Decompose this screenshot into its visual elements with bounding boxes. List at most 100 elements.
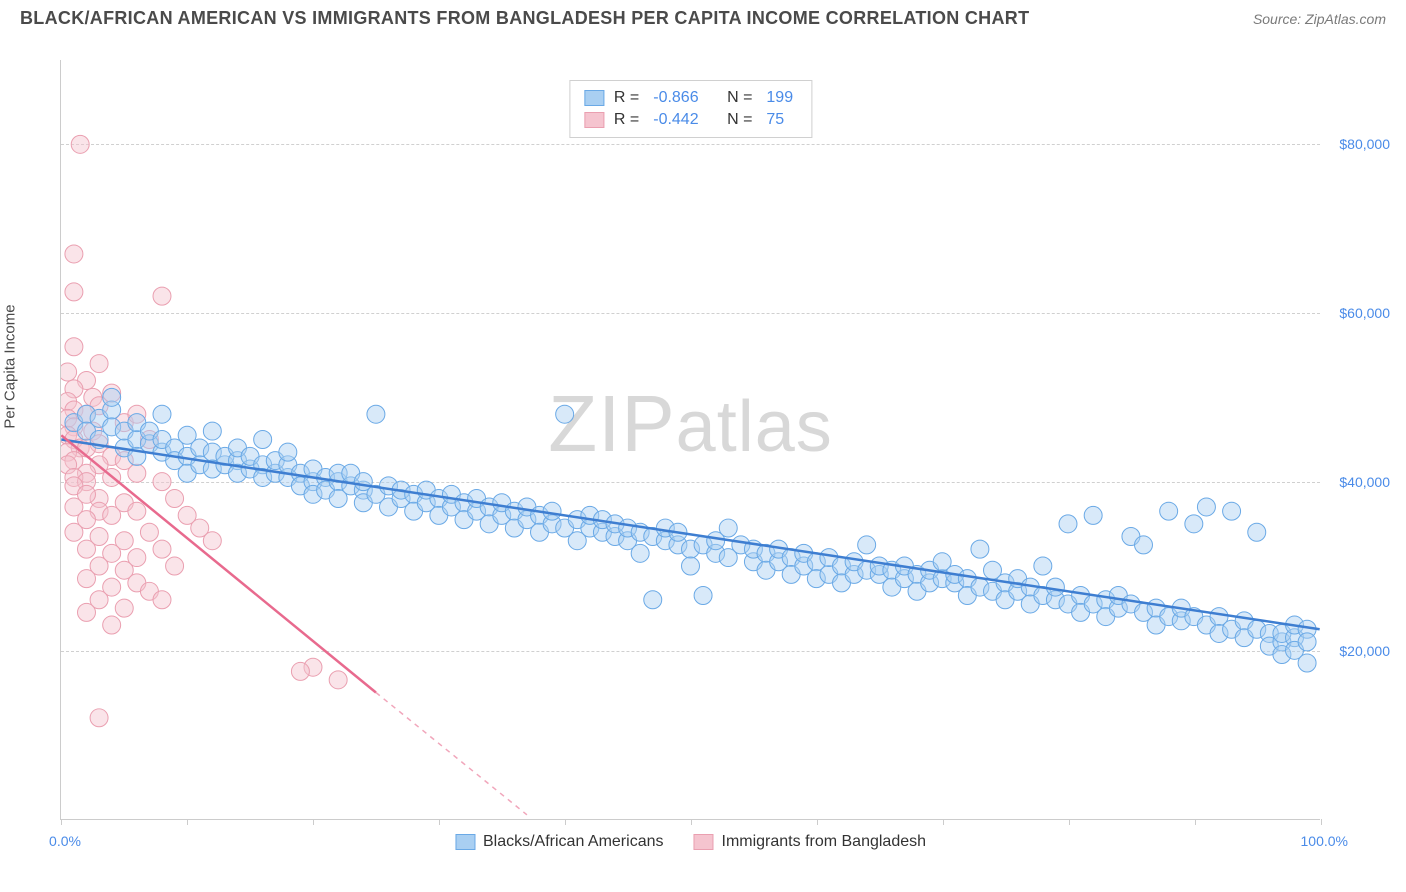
scatter-point bbox=[90, 709, 108, 727]
n-label: N = bbox=[727, 111, 752, 129]
stats-row-pink: R = -0.442 N = 75 bbox=[584, 109, 797, 131]
scatter-point bbox=[153, 591, 171, 609]
stats-row-blue: R = -0.866 N = 199 bbox=[584, 87, 797, 109]
scatter-point bbox=[71, 135, 89, 153]
y-axis-label: Per Capita Income bbox=[2, 304, 19, 428]
scatter-point bbox=[1298, 633, 1316, 651]
bottom-legend: Blacks/African Americans Immigrants from… bbox=[455, 833, 926, 851]
x-tick bbox=[1195, 819, 1196, 825]
scatter-point bbox=[254, 431, 272, 449]
scatter-point bbox=[153, 540, 171, 558]
scatter-point bbox=[1084, 506, 1102, 524]
scatter-point bbox=[1059, 515, 1077, 533]
x-tick bbox=[61, 819, 62, 825]
scatter-point bbox=[1197, 498, 1215, 516]
scatter-point bbox=[1160, 502, 1178, 520]
scatter-point bbox=[1248, 523, 1266, 541]
x-tick bbox=[439, 819, 440, 825]
scatter-point bbox=[90, 355, 108, 373]
scatter-point bbox=[65, 245, 83, 263]
source-name: ZipAtlas.com bbox=[1305, 11, 1386, 27]
n-value-pink: 75 bbox=[766, 111, 784, 129]
x-tick-label-right: 100.0% bbox=[1301, 833, 1348, 849]
n-value-blue: 199 bbox=[766, 89, 793, 107]
chart-title: BLACK/AFRICAN AMERICAN VS IMMIGRANTS FRO… bbox=[20, 8, 1029, 29]
source-label: Source: ZipAtlas.com bbox=[1253, 11, 1386, 27]
scatter-point bbox=[61, 363, 77, 381]
r-label: R = bbox=[614, 111, 639, 129]
scatter-point bbox=[153, 473, 171, 491]
scatter-point bbox=[367, 405, 385, 423]
r-value-pink: -0.442 bbox=[653, 111, 698, 129]
legend-item-pink: Immigrants from Bangladesh bbox=[693, 833, 926, 851]
scatter-point bbox=[153, 287, 171, 305]
x-tick bbox=[691, 819, 692, 825]
y-tick-label: $20,000 bbox=[1330, 643, 1390, 659]
scatter-point bbox=[329, 671, 347, 689]
y-tick-label: $60,000 bbox=[1330, 305, 1390, 321]
x-tick-label-left: 0.0% bbox=[49, 833, 81, 849]
scatter-point bbox=[128, 464, 146, 482]
scatter-point bbox=[1135, 536, 1153, 554]
scatter-point bbox=[858, 536, 876, 554]
scatter-point bbox=[1034, 557, 1052, 575]
swatch-blue-bottom bbox=[455, 834, 475, 850]
stats-legend-box: R = -0.866 N = 199 R = -0.442 N = 75 bbox=[569, 80, 812, 138]
scatter-point bbox=[153, 405, 171, 423]
scatter-point bbox=[203, 532, 221, 550]
scatter-point bbox=[631, 544, 649, 562]
scatter-point bbox=[166, 557, 184, 575]
y-tick-label: $80,000 bbox=[1330, 136, 1390, 152]
scatter-point bbox=[543, 502, 561, 520]
swatch-pink bbox=[584, 112, 604, 128]
plot-svg bbox=[61, 60, 1320, 819]
y-tick-label: $40,000 bbox=[1330, 474, 1390, 490]
scatter-point bbox=[166, 490, 184, 508]
scatter-point bbox=[644, 591, 662, 609]
x-tick bbox=[1069, 819, 1070, 825]
scatter-point bbox=[103, 506, 121, 524]
plot-area: ZIPatlas R = -0.866 N = 199 R = -0.442 N… bbox=[60, 60, 1320, 820]
scatter-point bbox=[78, 603, 96, 621]
scatter-point bbox=[103, 616, 121, 634]
chart-container: Per Capita Income ZIPatlas R = -0.866 N … bbox=[20, 40, 1390, 850]
scatter-point bbox=[78, 570, 96, 588]
legend-item-blue: Blacks/African Americans bbox=[455, 833, 664, 851]
source-prefix: Source: bbox=[1253, 11, 1301, 27]
scatter-point bbox=[203, 422, 221, 440]
scatter-point bbox=[140, 523, 158, 541]
scatter-point bbox=[682, 557, 700, 575]
scatter-point bbox=[971, 540, 989, 558]
x-tick bbox=[817, 819, 818, 825]
n-label: N = bbox=[727, 89, 752, 107]
scatter-point bbox=[1223, 502, 1241, 520]
scatter-point bbox=[291, 662, 309, 680]
x-tick bbox=[943, 819, 944, 825]
scatter-point bbox=[65, 283, 83, 301]
scatter-point bbox=[1298, 654, 1316, 672]
r-label: R = bbox=[614, 89, 639, 107]
x-tick bbox=[565, 819, 566, 825]
scatter-point bbox=[128, 502, 146, 520]
scatter-point bbox=[1046, 578, 1064, 596]
trend-line-pink-dashed bbox=[376, 693, 527, 815]
x-tick bbox=[313, 819, 314, 825]
scatter-point bbox=[556, 405, 574, 423]
legend-label-blue: Blacks/African Americans bbox=[483, 833, 664, 851]
x-tick bbox=[1321, 819, 1322, 825]
scatter-point bbox=[719, 519, 737, 537]
scatter-point bbox=[279, 443, 297, 461]
scatter-point bbox=[115, 599, 133, 617]
x-tick bbox=[187, 819, 188, 825]
scatter-point bbox=[78, 540, 96, 558]
scatter-point bbox=[1185, 515, 1203, 533]
chart-header: BLACK/AFRICAN AMERICAN VS IMMIGRANTS FRO… bbox=[0, 0, 1406, 33]
scatter-point bbox=[103, 388, 121, 406]
swatch-pink-bottom bbox=[693, 834, 713, 850]
legend-label-pink: Immigrants from Bangladesh bbox=[721, 833, 926, 851]
scatter-point bbox=[65, 338, 83, 356]
r-value-blue: -0.866 bbox=[653, 89, 698, 107]
scatter-point bbox=[694, 587, 712, 605]
scatter-point bbox=[65, 523, 83, 541]
swatch-blue bbox=[584, 90, 604, 106]
